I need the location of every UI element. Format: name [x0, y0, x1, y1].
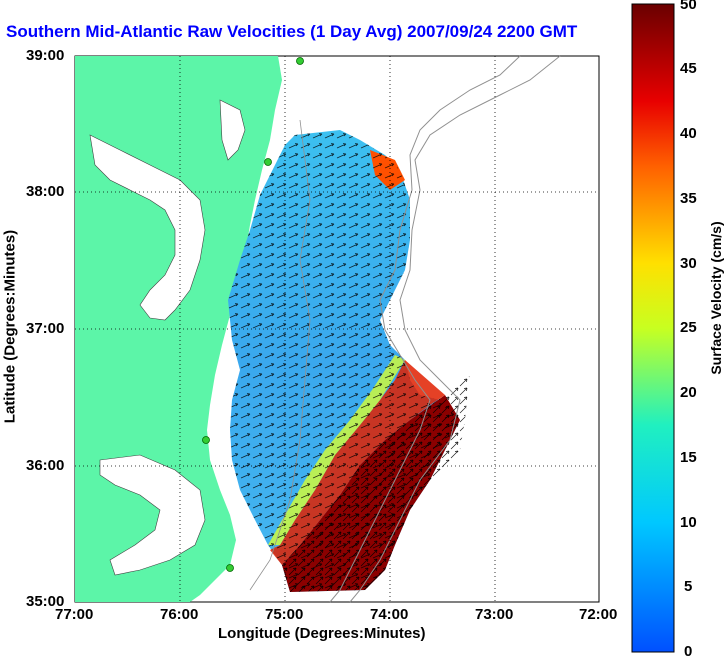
x-axis-label: Longitude (Degrees:Minutes)	[218, 625, 426, 642]
grid-lines	[75, 56, 599, 602]
radar-stations	[202, 57, 304, 572]
bathymetry-contour-2	[329, 55, 521, 603]
x-tick-label: 73:00	[475, 606, 514, 623]
colorbar-tick-label: 30	[680, 255, 697, 272]
station-marker	[226, 564, 234, 572]
colorbar-tick-label: 0	[684, 643, 693, 660]
y-tick-label: 35:00	[26, 593, 65, 610]
station-marker	[264, 158, 272, 166]
colorbar-tick-label: 35	[680, 190, 697, 207]
y-tick-label: 36:00	[26, 457, 65, 474]
colorbar-tick-label: 20	[680, 384, 697, 401]
x-tick-label: 74:00	[370, 606, 409, 623]
bathymetry-contour-3	[249, 119, 311, 591]
map-title: Southern Mid-Atlantic Raw Velocities (1 …	[6, 22, 578, 41]
colorbar-tick-label: 25	[680, 319, 697, 336]
colorbar	[631, 3, 675, 653]
x-tick-label: 77:00	[55, 606, 94, 623]
x-tick-label: 72:00	[579, 606, 618, 623]
y-tick-label: 38:00	[26, 183, 65, 200]
colorbar-tick-label: 15	[680, 449, 697, 466]
colorbar-tick-label: 10	[680, 514, 697, 531]
bay-water	[89, 134, 206, 321]
y-tick-label: 39:00	[26, 47, 65, 64]
x-tick-label: 76:00	[160, 606, 199, 623]
velocity-arrows-strong	[282, 370, 470, 592]
y-axis-label: Latitude (Degrees:Minutes)	[1, 229, 19, 424]
y-tick-label: 37:00	[26, 320, 65, 337]
station-marker	[202, 436, 210, 444]
bathymetry-contour	[349, 55, 561, 603]
colorbar-label: Surface Velocity (cm/s)	[708, 221, 724, 375]
colorbar-tick-label: 40	[680, 125, 697, 142]
colorbar-tick-label: 50	[680, 0, 697, 13]
bay-water-2	[219, 99, 246, 161]
x-tick-label: 75:00	[265, 606, 304, 623]
colorbar-tick-label: 5	[684, 578, 693, 595]
station-marker	[296, 57, 304, 65]
colorbar-tick-label: 45	[680, 60, 697, 77]
sound-water	[99, 454, 206, 576]
